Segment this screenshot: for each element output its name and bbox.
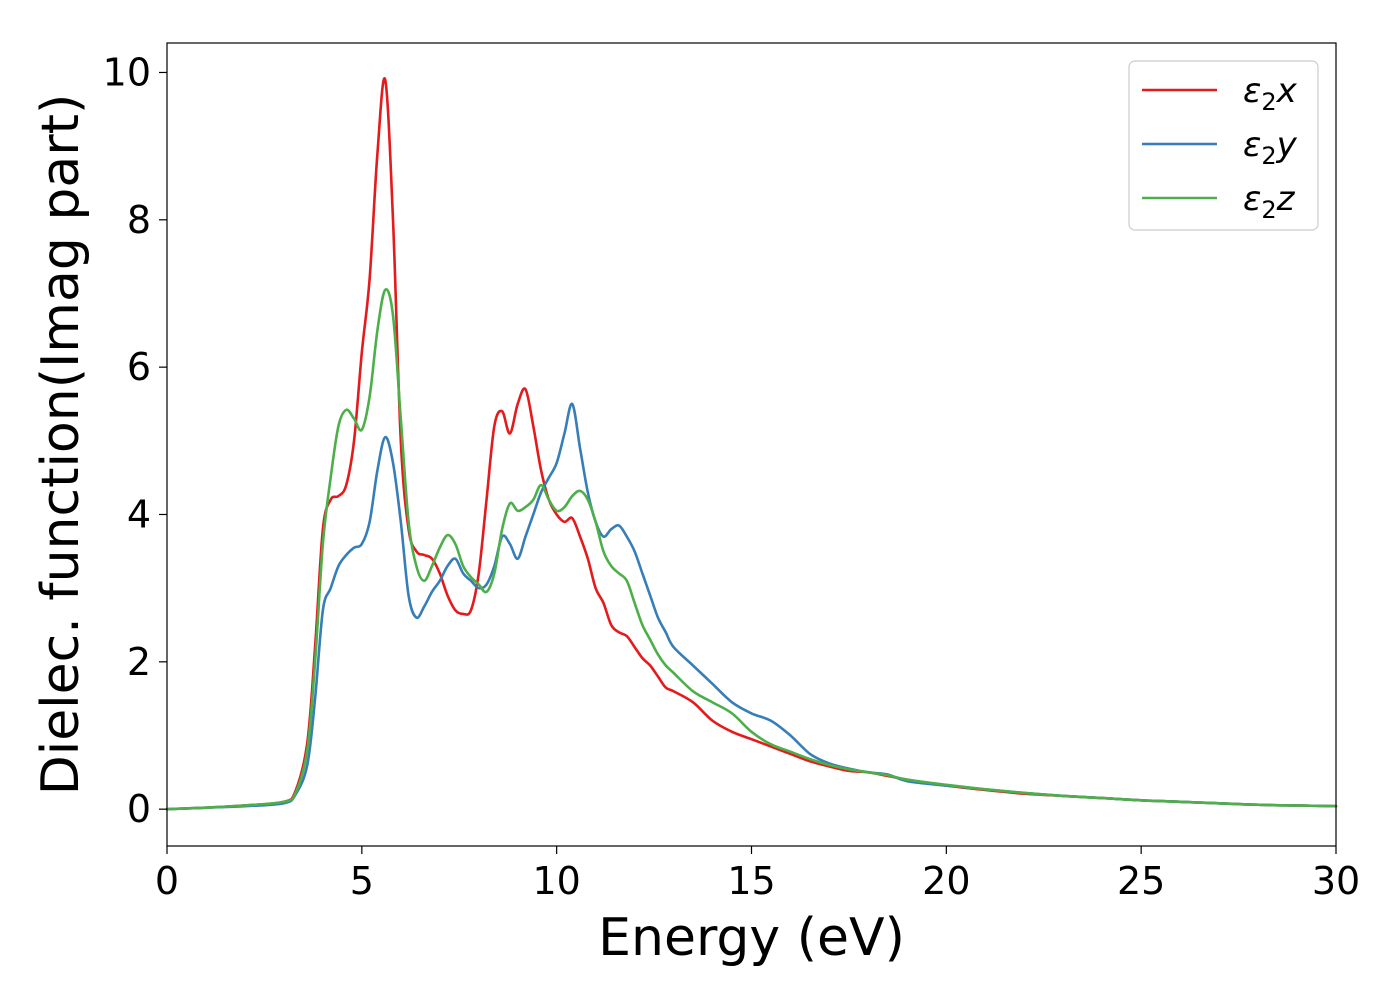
x-tick-label: 0 xyxy=(155,859,179,903)
x-tick-label: 20 xyxy=(922,859,970,903)
legend-box xyxy=(1128,60,1319,231)
x-tick-label: 10 xyxy=(532,859,580,903)
legend-label-z: ε2z xyxy=(1243,179,1296,224)
x-tick-label: 30 xyxy=(1312,859,1360,903)
y-tick-label: 4 xyxy=(127,492,151,536)
legend: ε2x ε2y ε2z xyxy=(1128,60,1319,231)
x-tick-label: 5 xyxy=(350,859,374,903)
y-tick-label: 8 xyxy=(127,198,151,242)
y-axis-title: Dielec. function(Imag part) xyxy=(31,94,91,796)
x-tick-label: 15 xyxy=(727,859,775,903)
legend-label-x: ε2x xyxy=(1243,71,1298,116)
x-tick-label: 25 xyxy=(1117,859,1165,903)
series-layer xyxy=(165,77,1338,811)
y-tick-label: 2 xyxy=(127,640,151,684)
x-axis: 0 5 10 15 20 25 30 xyxy=(155,846,1360,903)
y-tick-label: 6 xyxy=(127,345,151,389)
x-axis-title: Energy (eV) xyxy=(598,908,905,968)
y-tick-label: 10 xyxy=(103,50,151,94)
legend-label-y: ε2y xyxy=(1243,125,1298,170)
series-line-z xyxy=(165,288,1338,811)
y-tick-label: 0 xyxy=(127,787,151,831)
y-axis: 0 2 4 6 8 10 xyxy=(103,50,167,831)
